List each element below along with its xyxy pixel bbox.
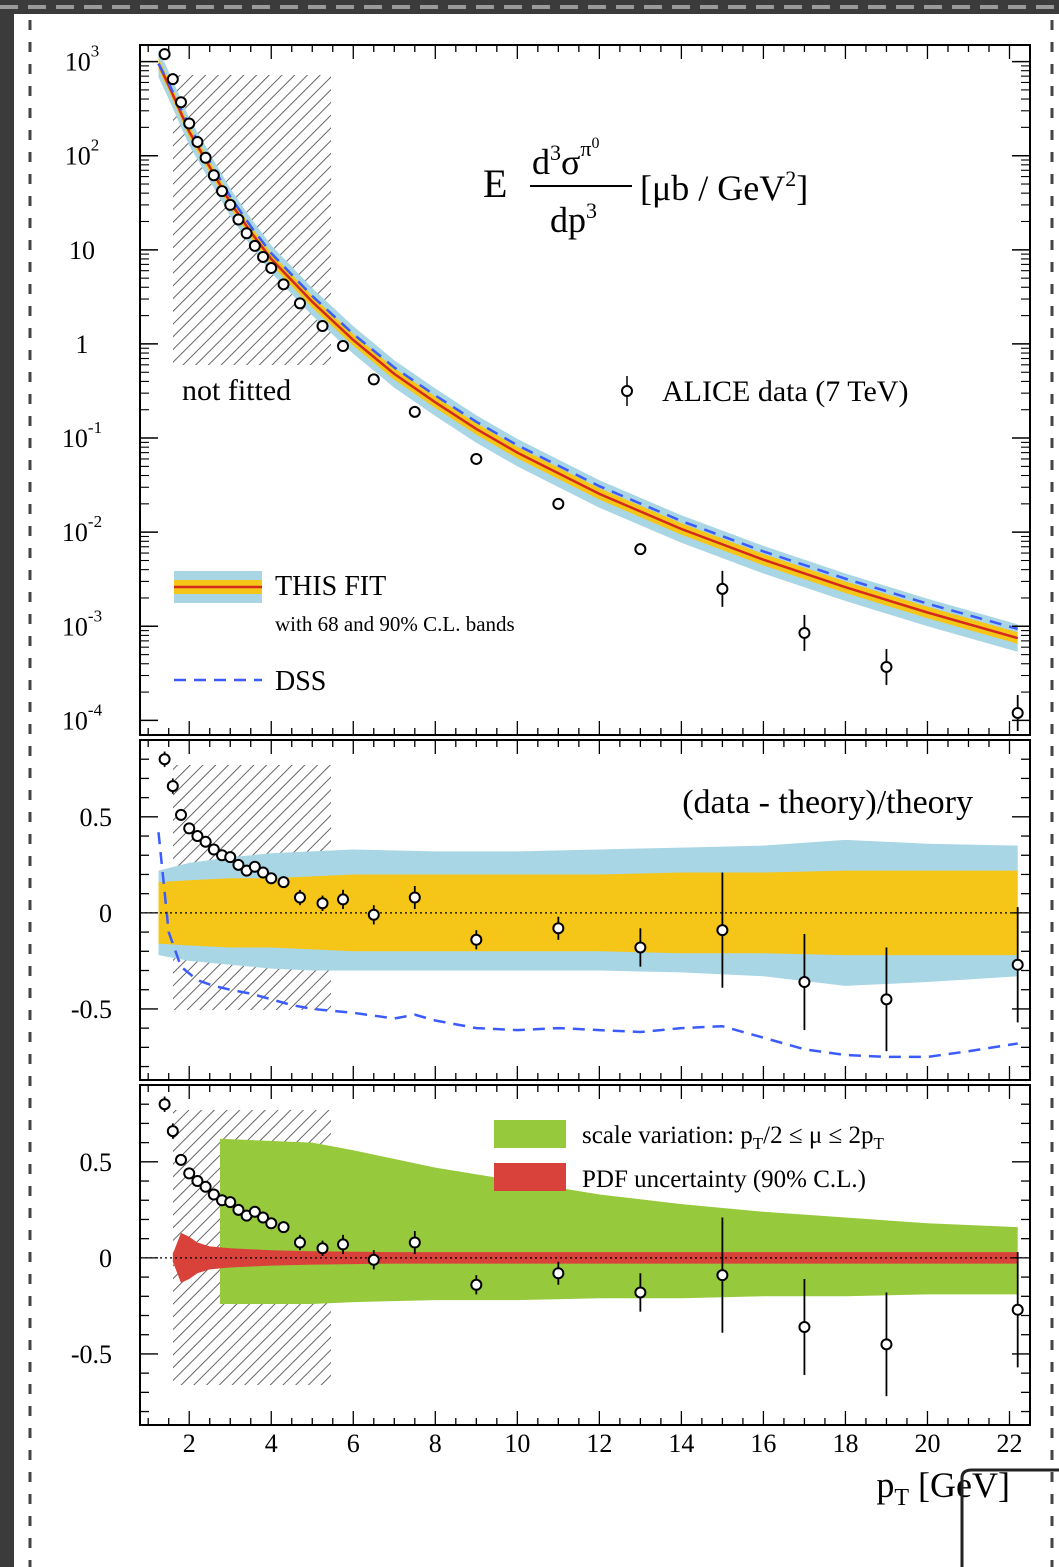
ratio-point (1013, 960, 1023, 970)
alice-point (279, 279, 289, 289)
y-tick-label: 0.5 (80, 1148, 113, 1177)
legend-pdf: PDF uncertainty (90% C.L.) (494, 1163, 866, 1193)
unc-point (160, 1099, 170, 1109)
ratio-point (225, 852, 235, 862)
legend-fit-sub: with 68 and 90% C.L. bands (275, 612, 515, 636)
unc-point (553, 1268, 563, 1278)
x-tick-label: 12 (586, 1429, 612, 1458)
x-tick-label: 16 (750, 1429, 776, 1458)
x-tick-label: 14 (668, 1429, 694, 1458)
alice-point (799, 628, 809, 638)
legend-alice: ALICE data (7 TeV) (622, 375, 908, 408)
alice-point (250, 241, 260, 251)
svg-text:E: E (483, 161, 507, 206)
unc-point (717, 1270, 727, 1280)
y-tick-label: -0.5 (71, 995, 112, 1024)
ratio-point (410, 893, 420, 903)
legend-dss-label: DSS (275, 666, 326, 697)
alice-point (881, 662, 891, 672)
alice-point (168, 74, 178, 84)
svg-text:[μb / GeV2]: [μb / GeV2] (640, 166, 808, 208)
alice-point (233, 214, 243, 224)
unc-point (176, 1155, 186, 1165)
ratio-point (471, 935, 481, 945)
alice-point (410, 407, 420, 417)
alice-point (266, 263, 276, 273)
legend-fit-label: THIS FIT (275, 571, 386, 602)
ratio-point (160, 754, 170, 764)
y-tick-label: 0 (99, 1244, 112, 1273)
ratio-point (369, 910, 379, 920)
ratio-point (553, 923, 563, 933)
unc-point (1013, 1305, 1023, 1315)
y-tick-label: 0 (99, 899, 112, 928)
alice-point (201, 153, 211, 163)
x-tick-label: 18 (832, 1429, 858, 1458)
alice-point (338, 341, 348, 351)
legend-pdf-label: PDF uncertainty (90% C.L.) (582, 1166, 866, 1193)
unc-point (201, 1182, 211, 1192)
unc-point (225, 1197, 235, 1207)
ratio-label: (data - theory)/theory (682, 784, 973, 821)
alice-point (318, 321, 328, 331)
ratio-point (799, 977, 809, 987)
ratio-point (635, 942, 645, 952)
ratio-point (295, 893, 305, 903)
y-tick-label: 1 (76, 330, 89, 359)
unc-point (318, 1243, 328, 1253)
ratio-point (338, 894, 348, 904)
unc-point (635, 1287, 645, 1297)
alice-point (209, 170, 219, 180)
y-tick-label: 10 (69, 236, 95, 265)
legend-scale-label: scale variation: pT/2 ≤ μ ≤ 2pT (582, 1122, 884, 1153)
alice-point (176, 97, 186, 107)
alice-point (217, 186, 227, 196)
unc-point (338, 1239, 348, 1249)
x-tick-label: 2 (183, 1429, 196, 1458)
unc-point (410, 1238, 420, 1248)
ratio-point (881, 994, 891, 1004)
ratio-point (168, 781, 178, 791)
alice-point (369, 374, 379, 384)
x-tick-label: 6 (347, 1429, 360, 1458)
alice-point (225, 200, 235, 210)
legend-alice-label: ALICE data (7 TeV) (662, 375, 908, 408)
alice-point (258, 252, 268, 262)
y-tick-label: -0.5 (71, 1340, 112, 1369)
alice-point (295, 298, 305, 308)
unc-point (471, 1280, 481, 1290)
not-fitted-label: not fitted (182, 374, 291, 407)
x-tick-label: 22 (996, 1429, 1022, 1458)
y-tick-label: 0.5 (80, 803, 113, 832)
ratio-point (717, 925, 727, 935)
ratio-point (279, 877, 289, 887)
ratio-point (318, 898, 328, 908)
x-tick-label: 10 (504, 1429, 530, 1458)
alice-point (471, 454, 481, 464)
x-tick-label: 20 (914, 1429, 940, 1458)
alice-point (553, 499, 563, 509)
alice-point (717, 584, 727, 594)
alice-point (192, 137, 202, 147)
ratio-point (184, 823, 194, 833)
alice-point (635, 544, 645, 554)
ratio-point (201, 837, 211, 847)
x-tick-label: 4 (265, 1429, 278, 1458)
x-tick-label: 8 (429, 1429, 442, 1458)
alice-point (242, 228, 252, 238)
ratio-point (176, 810, 186, 820)
unc-point (295, 1238, 305, 1248)
unc-point (799, 1322, 809, 1332)
ratio-point (266, 873, 276, 883)
unc-point (184, 1168, 194, 1178)
unc-point (168, 1126, 178, 1136)
unc-point (881, 1339, 891, 1349)
unc-point (369, 1255, 379, 1265)
unc-point (279, 1222, 289, 1232)
alice-point (1013, 708, 1023, 718)
unc-point (266, 1218, 276, 1228)
alice-point (184, 118, 194, 128)
